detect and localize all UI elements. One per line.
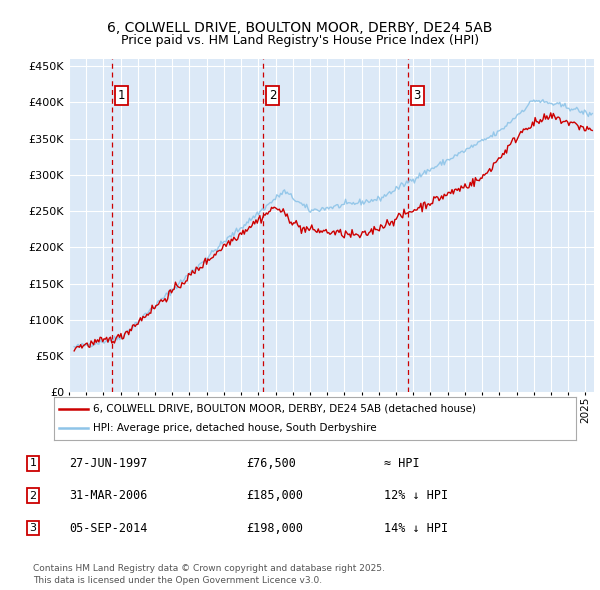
Text: Contains HM Land Registry data © Crown copyright and database right 2025.
This d: Contains HM Land Registry data © Crown c… [33, 565, 385, 585]
Text: £198,000: £198,000 [246, 522, 303, 535]
Text: 2: 2 [269, 88, 276, 101]
Text: 1: 1 [118, 88, 125, 101]
Text: 3: 3 [413, 88, 421, 101]
Text: 31-MAR-2006: 31-MAR-2006 [69, 489, 148, 502]
Text: 6, COLWELL DRIVE, BOULTON MOOR, DERBY, DE24 5AB (detached house): 6, COLWELL DRIVE, BOULTON MOOR, DERBY, D… [93, 404, 476, 414]
Text: 1: 1 [29, 458, 37, 468]
Text: 12% ↓ HPI: 12% ↓ HPI [384, 489, 448, 502]
Text: 14% ↓ HPI: 14% ↓ HPI [384, 522, 448, 535]
Text: 27-JUN-1997: 27-JUN-1997 [69, 457, 148, 470]
Text: £185,000: £185,000 [246, 489, 303, 502]
Text: 3: 3 [29, 523, 37, 533]
Text: £76,500: £76,500 [246, 457, 296, 470]
Text: 05-SEP-2014: 05-SEP-2014 [69, 522, 148, 535]
Text: 6, COLWELL DRIVE, BOULTON MOOR, DERBY, DE24 5AB: 6, COLWELL DRIVE, BOULTON MOOR, DERBY, D… [107, 21, 493, 35]
Text: Price paid vs. HM Land Registry's House Price Index (HPI): Price paid vs. HM Land Registry's House … [121, 34, 479, 47]
Text: HPI: Average price, detached house, South Derbyshire: HPI: Average price, detached house, Sout… [93, 422, 377, 432]
Text: ≈ HPI: ≈ HPI [384, 457, 419, 470]
Text: 2: 2 [29, 491, 37, 500]
